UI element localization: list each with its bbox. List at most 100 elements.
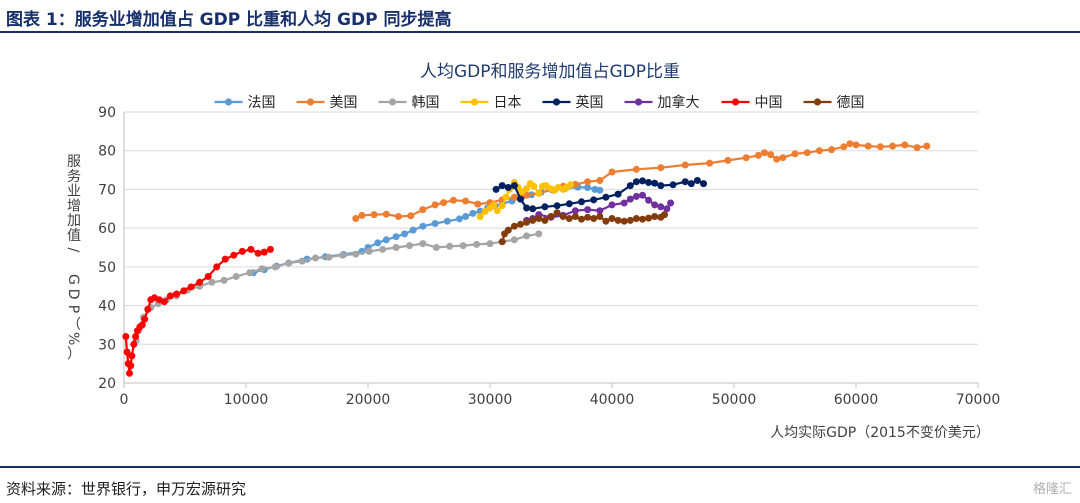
data-point	[681, 178, 689, 186]
data-point	[517, 195, 524, 203]
footer-divider	[0, 466, 1080, 468]
data-point	[443, 217, 451, 225]
plot-area	[122, 140, 931, 377]
legend-label: 韩国	[412, 95, 440, 111]
data-point	[571, 213, 579, 220]
series	[492, 177, 707, 213]
data-point	[352, 250, 360, 258]
data-point	[431, 201, 439, 209]
data-point	[517, 220, 524, 228]
data-point	[180, 287, 188, 295]
data-point	[620, 217, 628, 225]
data-point	[230, 251, 238, 259]
data-point	[852, 141, 860, 149]
data-point	[523, 232, 531, 240]
data-point	[419, 206, 427, 214]
data-point	[661, 211, 668, 219]
data-point	[596, 207, 604, 215]
legend-item: 美国	[296, 95, 358, 111]
y-axis-label-char: /	[65, 247, 81, 252]
data-point	[864, 142, 872, 150]
data-point	[204, 273, 212, 280]
data-point	[141, 315, 149, 323]
data-point	[486, 240, 494, 248]
data-point	[693, 177, 701, 184]
data-point	[474, 200, 482, 208]
y-axis-label-char: 加	[67, 213, 81, 229]
y-tick-label: 60	[98, 221, 116, 237]
data-point	[312, 254, 319, 262]
series	[498, 209, 668, 246]
data-point	[840, 143, 848, 151]
data-point	[432, 244, 440, 251]
data-point	[651, 201, 659, 209]
data-point	[510, 222, 518, 230]
legend-item: 日本	[460, 95, 522, 111]
watermark: 格隆汇	[1032, 482, 1072, 497]
data-point	[246, 269, 254, 277]
y-axis-label-char: ）	[67, 346, 81, 362]
data-point	[382, 210, 390, 218]
series	[122, 245, 274, 377]
data-point	[220, 276, 228, 284]
data-point	[529, 216, 537, 224]
data-point	[584, 184, 592, 191]
legend-label: 法国	[248, 95, 276, 111]
data-point	[144, 305, 152, 313]
legend-item: 韩国	[378, 95, 440, 111]
y-tick-label: 50	[98, 260, 116, 276]
y-axis-label-char: 服	[67, 154, 81, 170]
data-point	[584, 178, 592, 186]
data-point	[639, 177, 646, 185]
y-tick-label: 80	[98, 144, 116, 160]
data-point	[639, 191, 646, 199]
data-point	[490, 201, 498, 209]
data-point	[406, 242, 413, 250]
header-divider	[0, 31, 1080, 33]
data-point	[502, 193, 510, 201]
data-point	[128, 352, 136, 360]
data-point	[602, 193, 610, 201]
y-tick-label: 20	[98, 376, 116, 392]
data-point	[530, 182, 538, 190]
data-point	[876, 143, 884, 151]
data-point	[667, 199, 675, 207]
legend-item: 加拿大	[624, 94, 700, 111]
x-tick-label: 10000	[224, 392, 269, 408]
data-point	[913, 144, 921, 152]
data-point	[481, 208, 489, 215]
data-point	[645, 214, 653, 222]
data-point	[590, 215, 598, 222]
data-point	[130, 340, 138, 348]
data-point	[596, 186, 604, 194]
data-point	[828, 146, 836, 154]
data-point	[469, 209, 477, 217]
data-point	[614, 216, 622, 224]
data-point	[352, 215, 360, 222]
data-point	[365, 247, 373, 255]
data-point	[608, 168, 616, 176]
data-point	[504, 184, 512, 191]
data-point	[523, 218, 531, 226]
data-point	[510, 236, 518, 244]
data-point	[626, 195, 634, 203]
data-point	[590, 196, 598, 204]
data-point	[523, 204, 531, 212]
data-point	[459, 242, 467, 250]
data-point	[395, 213, 402, 220]
y-axis-label-char: D	[65, 289, 81, 300]
data-point	[706, 159, 714, 167]
data-point	[325, 253, 333, 261]
data-point	[208, 278, 216, 286]
data-point	[187, 283, 195, 291]
data-point	[803, 149, 811, 157]
data-point	[773, 155, 781, 163]
data-point	[221, 255, 229, 263]
y-axis-label: 服务业增加值 / GDP （%）	[65, 154, 81, 362]
data-point	[518, 188, 526, 196]
data-point	[815, 147, 823, 155]
data-point	[779, 154, 787, 162]
data-point	[596, 213, 604, 220]
data-point	[498, 182, 506, 190]
data-point	[553, 202, 561, 210]
